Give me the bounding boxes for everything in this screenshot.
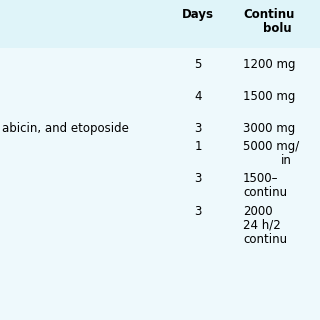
FancyBboxPatch shape [0, 0, 320, 48]
Text: 1500 mg: 1500 mg [243, 90, 295, 103]
Text: abicin, and etoposide: abicin, and etoposide [2, 122, 129, 135]
Text: 5: 5 [194, 58, 202, 71]
Text: 24 h/2: 24 h/2 [243, 219, 281, 232]
Text: continu: continu [243, 233, 287, 246]
Text: 3: 3 [194, 122, 202, 135]
Text: continu: continu [243, 186, 287, 199]
Text: 2000: 2000 [243, 205, 273, 218]
Text: 1: 1 [194, 140, 202, 153]
Text: 3000 mg: 3000 mg [243, 122, 295, 135]
Text: Continu: Continu [243, 8, 294, 21]
Text: bolu: bolu [263, 22, 292, 35]
Text: Days: Days [182, 8, 214, 21]
Text: 1200 mg: 1200 mg [243, 58, 295, 71]
Text: 3: 3 [194, 172, 202, 185]
Text: 5000 mg/: 5000 mg/ [243, 140, 299, 153]
Text: 4: 4 [194, 90, 202, 103]
Text: 3: 3 [194, 205, 202, 218]
Text: in: in [281, 154, 292, 167]
Text: 1500–: 1500– [243, 172, 278, 185]
